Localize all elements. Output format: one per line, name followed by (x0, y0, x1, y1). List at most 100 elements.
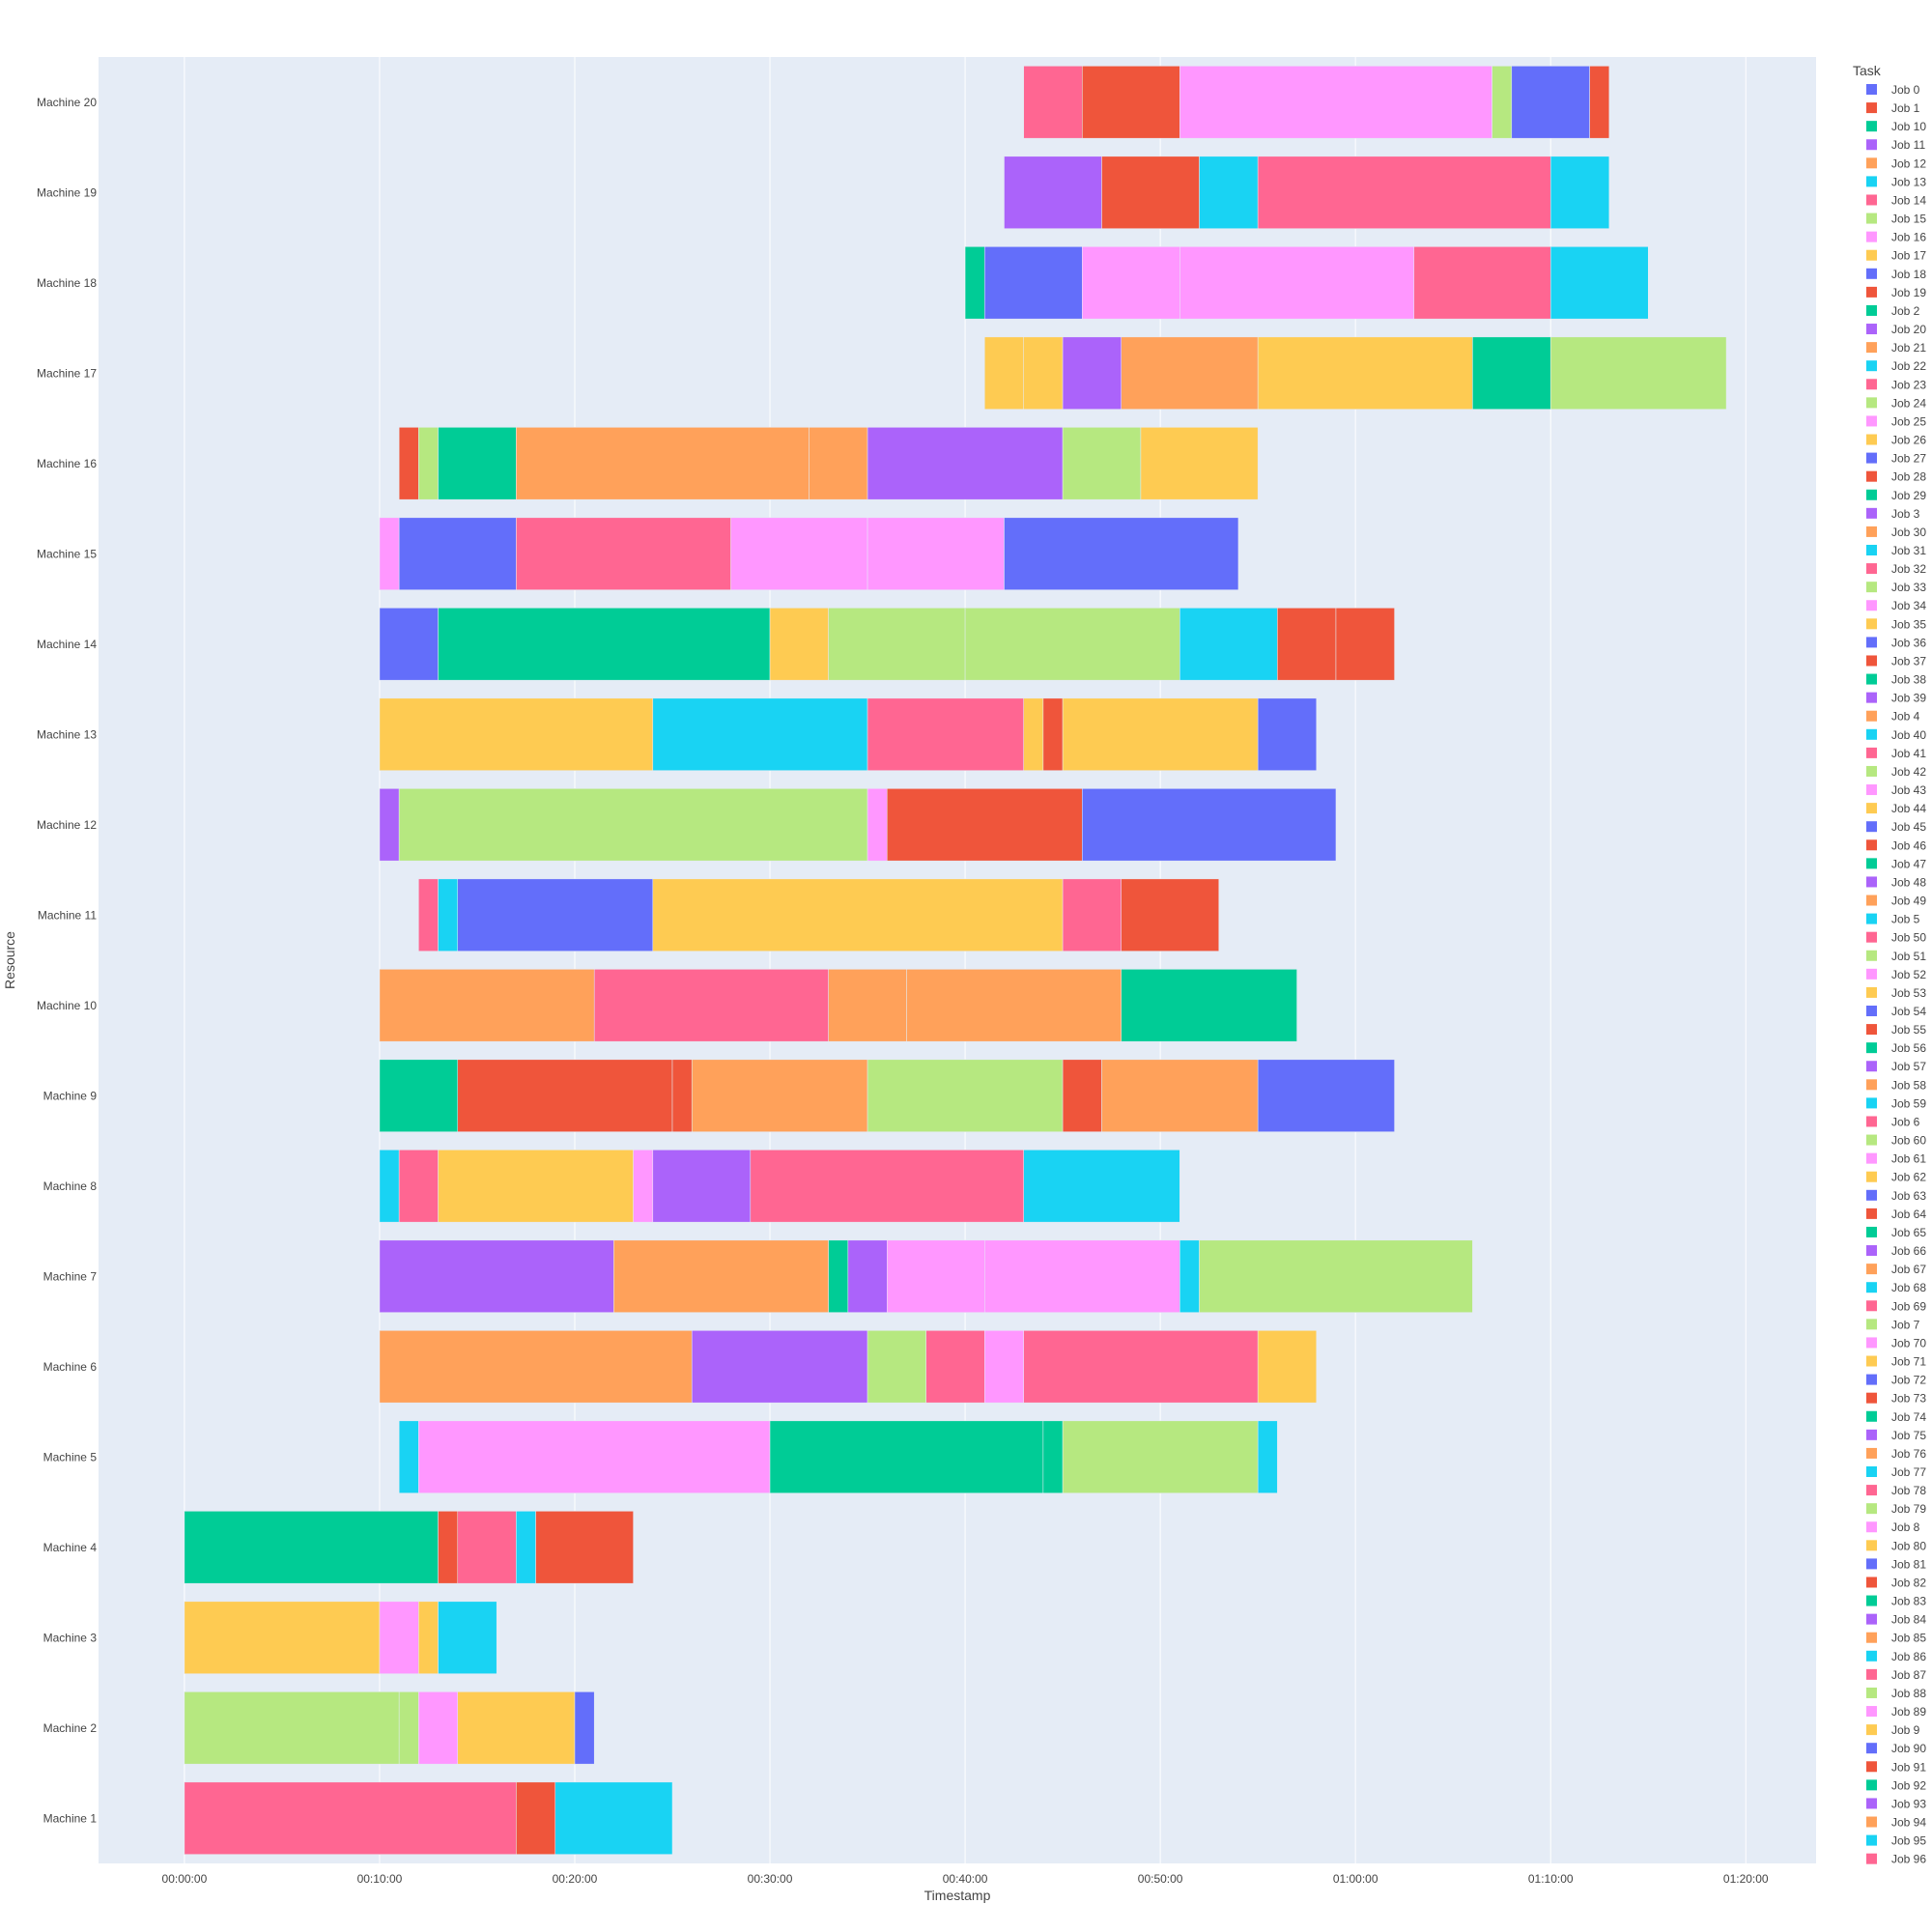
legend-item[interactable]: Job 93 (1866, 1797, 1926, 1810)
task-bar[interactable] (1023, 1330, 1259, 1404)
task-bar[interactable] (633, 1150, 654, 1223)
legend-item[interactable]: Job 40 (1866, 728, 1926, 742)
legend-item[interactable]: Job 53 (1866, 986, 1926, 1000)
task-bar[interactable] (1549, 336, 1727, 410)
task-bar[interactable] (457, 1511, 517, 1584)
task-bar[interactable] (1121, 336, 1259, 410)
legend-item[interactable]: Job 95 (1866, 1834, 1926, 1848)
task-bar[interactable] (828, 1239, 849, 1313)
legend-item[interactable]: Job 77 (1866, 1465, 1926, 1479)
task-bar[interactable] (1179, 66, 1492, 139)
legend-item[interactable]: Job 35 (1866, 617, 1926, 631)
legend-item[interactable]: Job 37 (1866, 654, 1926, 668)
legend-item[interactable]: Job 60 (1866, 1134, 1926, 1148)
task-bar[interactable] (1257, 697, 1318, 771)
legend-item[interactable]: Job 86 (1866, 1650, 1926, 1663)
task-bar[interactable] (1335, 608, 1395, 681)
task-bar[interactable] (398, 1150, 439, 1223)
task-bar[interactable] (1121, 878, 1219, 952)
legend-item[interactable]: Job 15 (1866, 213, 1926, 226)
task-bar[interactable] (652, 697, 868, 771)
task-bar[interactable] (1589, 66, 1610, 139)
legend-item[interactable]: Job 58 (1866, 1078, 1926, 1092)
task-bar[interactable] (1062, 1059, 1102, 1132)
task-bar[interactable] (1062, 1420, 1259, 1493)
task-bar[interactable] (964, 246, 985, 320)
legend-item[interactable]: Job 63 (1866, 1189, 1926, 1203)
task-bar[interactable] (574, 1691, 595, 1765)
task-bar[interactable] (984, 246, 1083, 320)
task-bar[interactable] (1101, 156, 1200, 229)
legend-item[interactable]: Job 74 (1866, 1410, 1926, 1424)
legend-item[interactable]: Job 30 (1866, 526, 1926, 539)
legend-item[interactable]: Job 59 (1866, 1096, 1926, 1110)
legend-item[interactable]: Job 64 (1866, 1208, 1926, 1221)
legend-item[interactable]: Job 46 (1866, 838, 1926, 852)
legend-item[interactable]: Job 70 (1866, 1336, 1926, 1350)
task-bar[interactable] (535, 1511, 634, 1584)
legend-item[interactable]: Job 65 (1866, 1226, 1926, 1239)
task-bar[interactable] (887, 788, 1083, 862)
task-bar[interactable] (457, 1059, 673, 1132)
task-bar[interactable] (867, 697, 1024, 771)
task-bar[interactable] (1082, 788, 1337, 862)
task-bar[interactable] (379, 608, 439, 681)
task-bar[interactable] (379, 1239, 614, 1313)
legend-item[interactable]: Job 4 (1866, 710, 1920, 724)
legend-item[interactable]: Job 34 (1866, 599, 1926, 612)
legend-item[interactable]: Job 39 (1866, 692, 1926, 705)
legend-item[interactable]: Job 94 (1866, 1816, 1926, 1830)
task-bar[interactable] (418, 878, 439, 952)
legend-item[interactable]: Job 17 (1866, 249, 1926, 263)
task-bar[interactable] (906, 969, 1122, 1042)
legend-item[interactable]: Job 48 (1866, 875, 1926, 889)
legend-item[interactable]: Job 83 (1866, 1595, 1926, 1608)
task-bar[interactable] (379, 1059, 459, 1132)
task-bar[interactable] (1199, 1239, 1473, 1313)
legend-item[interactable]: Job 42 (1866, 765, 1926, 779)
task-bar[interactable] (379, 697, 654, 771)
legend-item[interactable]: Job 24 (1866, 396, 1926, 410)
task-bar[interactable] (438, 1150, 634, 1223)
task-bar[interactable] (184, 1781, 517, 1855)
task-bar[interactable] (828, 969, 907, 1042)
task-bar[interactable] (1082, 246, 1180, 320)
legend-item[interactable]: Job 78 (1866, 1484, 1926, 1497)
legend-item[interactable]: Job 80 (1866, 1539, 1926, 1552)
task-bar[interactable] (379, 969, 595, 1042)
legend-item[interactable]: Job 11 (1866, 138, 1925, 152)
legend-item[interactable]: Job 13 (1866, 175, 1926, 188)
task-bar[interactable] (1023, 1150, 1180, 1223)
task-bar[interactable] (184, 1511, 439, 1584)
task-bar[interactable] (1179, 1239, 1200, 1313)
legend-item[interactable]: Job 20 (1866, 323, 1926, 336)
legend-item[interactable]: Job 29 (1866, 489, 1926, 502)
legend-item[interactable]: Job 66 (1866, 1244, 1926, 1258)
task-bar[interactable] (1277, 608, 1337, 681)
task-bar[interactable] (1042, 1420, 1064, 1493)
task-bar[interactable] (730, 517, 868, 590)
task-bar[interactable] (379, 1330, 693, 1404)
task-bar[interactable] (1179, 608, 1278, 681)
task-bar[interactable] (1413, 246, 1551, 320)
legend-item[interactable]: Job 50 (1866, 931, 1926, 945)
task-bar[interactable] (1257, 156, 1551, 229)
task-bar[interactable] (1199, 156, 1259, 229)
task-bar[interactable] (184, 1691, 400, 1765)
legend-item[interactable]: Job 9 (1866, 1723, 1920, 1737)
legend-item[interactable]: Job 0 (1866, 83, 1920, 97)
task-bar[interactable] (867, 427, 1064, 500)
task-bar[interactable] (1082, 66, 1180, 139)
legend-item[interactable]: Job 33 (1866, 581, 1926, 594)
legend-item[interactable]: Job 49 (1866, 895, 1926, 908)
legend-item[interactable]: Job 56 (1866, 1041, 1926, 1055)
legend-item[interactable]: Job 96 (1866, 1853, 1926, 1866)
legend-item[interactable]: Job 69 (1866, 1299, 1926, 1313)
legend-item[interactable]: Job 38 (1866, 673, 1926, 687)
task-bar[interactable] (438, 427, 517, 500)
legend-item[interactable]: Job 45 (1866, 820, 1926, 834)
task-bar[interactable] (184, 1601, 381, 1674)
task-bar[interactable] (691, 1059, 868, 1132)
legend-item[interactable]: Job 55 (1866, 1023, 1926, 1037)
task-bar[interactable] (1511, 66, 1590, 139)
